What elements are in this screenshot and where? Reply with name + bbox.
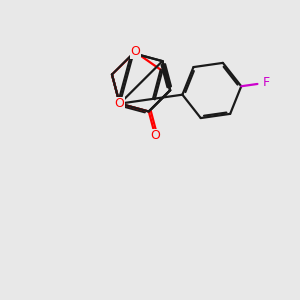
- Text: O: O: [115, 97, 124, 110]
- Text: O: O: [130, 45, 140, 58]
- Text: F: F: [263, 76, 270, 89]
- Text: O: O: [150, 129, 160, 142]
